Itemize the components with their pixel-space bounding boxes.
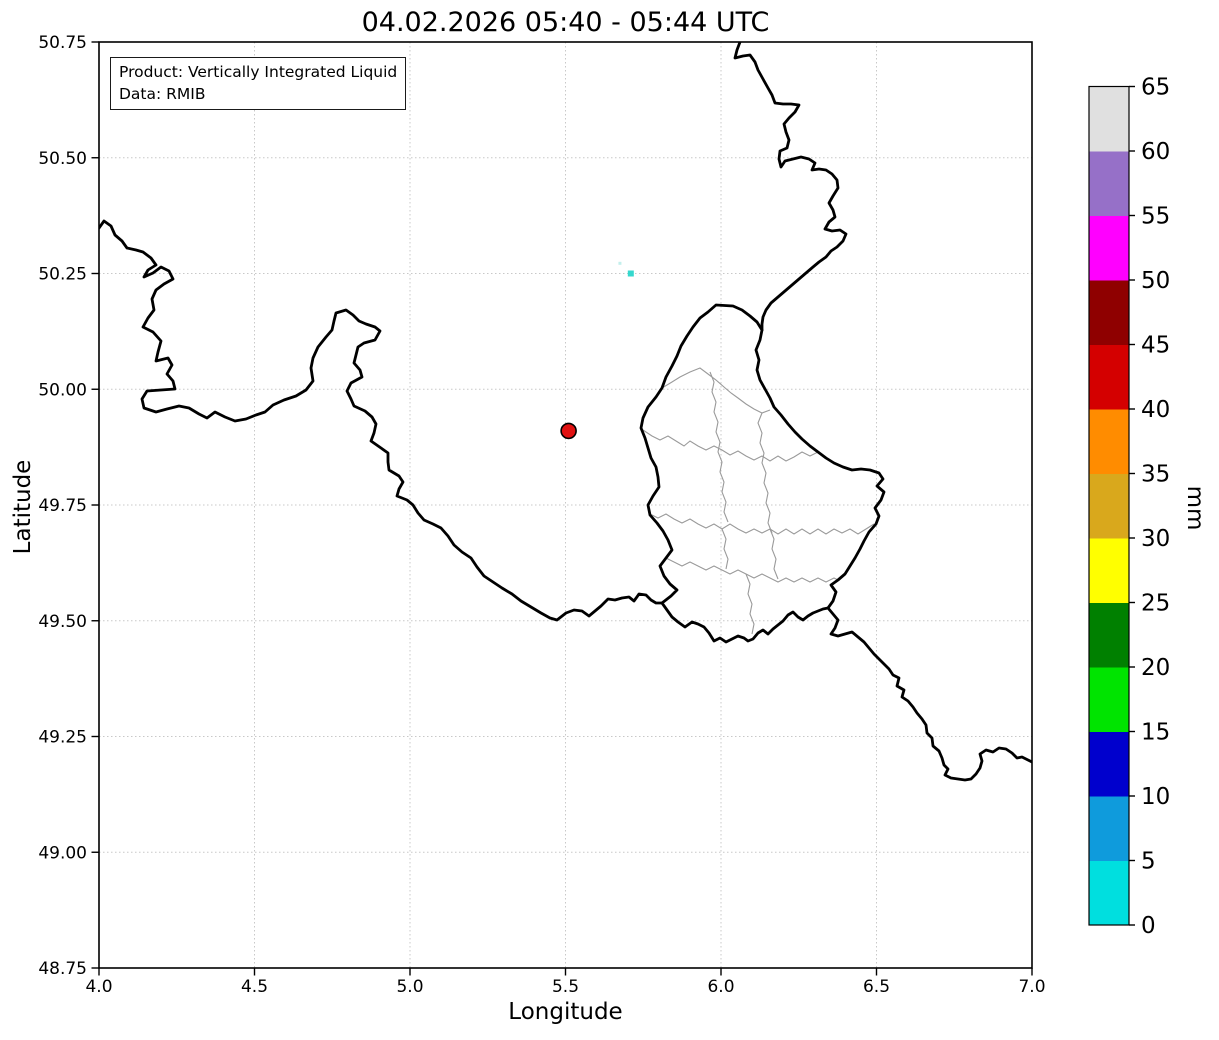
colorbar-segment xyxy=(1089,731,1129,797)
axis-ticks: 4.0 4.5 5.0 5.5 6.0 6.5 7.0 48.75 49.00 49.25 49.5… xyxy=(38,33,1045,997)
colorbar-tick-label: 40 xyxy=(1141,397,1170,423)
x-tick-label: 4.5 xyxy=(241,977,268,997)
colorbar-tick-label: 20 xyxy=(1141,655,1170,681)
district-border-line xyxy=(757,412,773,534)
x-axis-label: Longitude xyxy=(508,999,623,1025)
border-belgium-germany xyxy=(733,42,848,332)
district-borders xyxy=(642,367,875,635)
colorbar-tick-label: 35 xyxy=(1141,462,1170,488)
data-source-line: Data: RMIB xyxy=(119,85,206,103)
colorbar-unit-label: mm xyxy=(1182,485,1208,531)
colorbar-tick-label: 15 xyxy=(1141,720,1170,746)
colorbar: 0 5 10 15 20 25 30 35 40 45 50 55 60 65 xyxy=(1088,75,1170,939)
vil-echoes xyxy=(618,261,634,277)
colorbar-segment xyxy=(1089,473,1129,539)
colorbar-segment xyxy=(1089,215,1129,281)
colorbar-segment xyxy=(1089,602,1129,668)
y-tick-label: 48.75 xyxy=(38,959,87,979)
x-tick-label: 6.5 xyxy=(863,977,890,997)
colorbar-segment xyxy=(1089,796,1129,861)
colorbar-tick-label: 65 xyxy=(1141,75,1170,101)
colorbar-segment xyxy=(1089,860,1129,926)
district-border-line xyxy=(721,528,729,570)
y-tick-label: 49.00 xyxy=(38,843,87,863)
district-border-line xyxy=(649,513,875,535)
colorbar-tick-label: 45 xyxy=(1141,333,1170,359)
colorbar-segment xyxy=(1089,151,1129,216)
district-border-line xyxy=(665,557,859,583)
x-tick-label: 7.0 xyxy=(1018,977,1045,997)
colorbar-segment xyxy=(1089,86,1129,152)
colorbar-tick-label: 60 xyxy=(1141,139,1170,165)
colorbar-tick-label: 10 xyxy=(1141,784,1170,810)
colorbar-segment xyxy=(1089,538,1129,603)
y-tick-label: 50.25 xyxy=(38,265,87,285)
colorbar-tick-label: 5 xyxy=(1141,849,1156,875)
colorbar-tick-label: 25 xyxy=(1141,591,1170,617)
district-border-line xyxy=(769,528,779,580)
district-border-line xyxy=(745,573,755,635)
y-tick-label: 50.50 xyxy=(38,149,87,169)
grid-lines xyxy=(99,42,1032,968)
colorbar-segment xyxy=(1089,667,1129,732)
y-tick-label: 49.25 xyxy=(38,728,87,748)
product-info-line: Product: Vertically Integrated Liquid xyxy=(119,63,398,81)
colorbar-frame xyxy=(1088,85,1130,926)
district-border-line xyxy=(661,367,771,414)
x-tick-label: 4.0 xyxy=(85,977,112,997)
vil-echo-cell xyxy=(627,270,634,277)
colorbar-segment xyxy=(1089,280,1129,345)
colorbar-tick-label: 30 xyxy=(1141,526,1170,552)
vil-echo-cell xyxy=(618,261,622,265)
country-borders xyxy=(99,42,1032,782)
colorbar-segment xyxy=(1089,409,1129,474)
colorbar-tick-label: 55 xyxy=(1141,204,1170,230)
border-france-germany xyxy=(826,606,1032,782)
product-info-box: Product: Vertically Integrated Liquid Da… xyxy=(110,57,407,110)
colorbar-tick-label: 50 xyxy=(1141,268,1170,294)
x-tick-label: 5.0 xyxy=(396,977,423,997)
site-marker xyxy=(560,422,577,440)
colorbar-tick-label: 0 xyxy=(1141,913,1156,939)
y-axis-label: Latitude xyxy=(10,459,36,555)
x-tick-label: 6.0 xyxy=(707,977,734,997)
district-border-line xyxy=(709,371,729,523)
y-tick-label: 49.75 xyxy=(38,496,87,516)
colorbar-segment xyxy=(1089,344,1129,410)
y-tick-label: 50.00 xyxy=(38,380,87,400)
border-luxembourg xyxy=(639,303,886,644)
district-border-line xyxy=(642,429,819,462)
border-france-belgium xyxy=(99,219,664,622)
figure-title: 04.02.2026 05:40 - 05:44 UTC xyxy=(361,7,770,38)
y-tick-label: 49.50 xyxy=(38,612,87,632)
radar-site-dot xyxy=(560,422,577,440)
x-tick-label: 5.5 xyxy=(552,977,579,997)
y-tick-label: 50.75 xyxy=(38,33,87,53)
